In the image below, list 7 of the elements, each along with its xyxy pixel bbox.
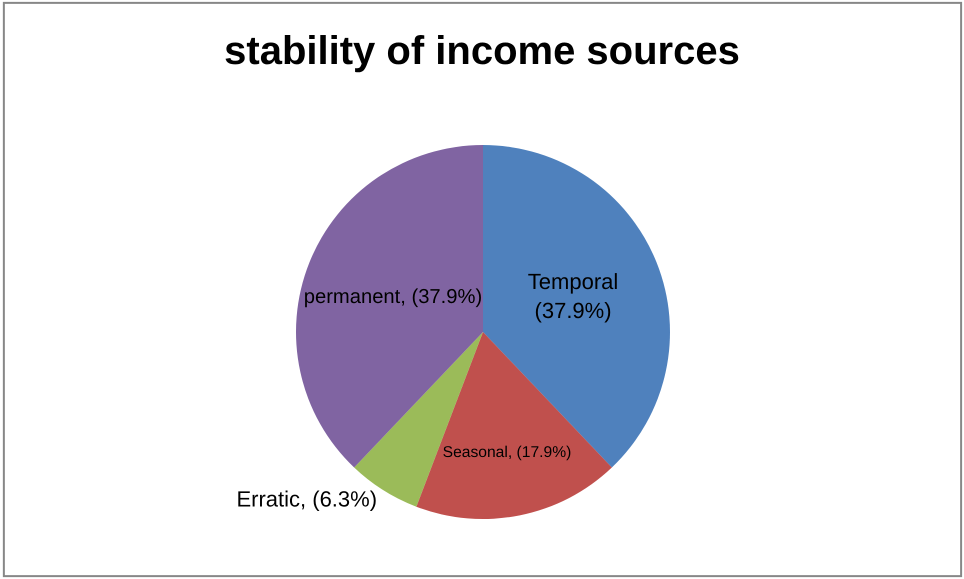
data-label: (37.9%) [534,298,612,323]
slice-label: Seasonal, (17.9%) [442,444,572,461]
chart-title: stability of income sources [224,29,740,73]
slice-label: Erratic, (6.3%) [236,486,378,512]
slice-label: Temporal [528,269,618,294]
pie-slice [416,332,612,519]
slice-label: permanent, (37.9%) [304,286,482,308]
